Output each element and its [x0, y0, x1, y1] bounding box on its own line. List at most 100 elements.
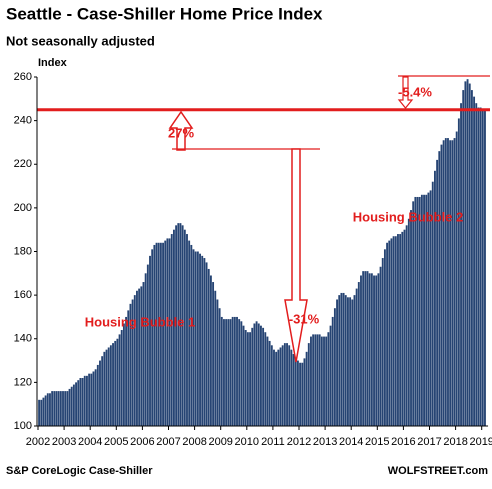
bar: [473, 96, 476, 426]
x-tick-label: 2018: [443, 436, 467, 448]
x-tick-label: 2012: [287, 436, 311, 448]
bar: [412, 201, 415, 426]
bar: [77, 380, 80, 426]
x-tick-label: 2006: [130, 436, 154, 448]
bar: [253, 323, 256, 426]
bar: [451, 140, 454, 426]
bar: [112, 343, 114, 426]
bar: [449, 140, 452, 426]
bar: [194, 251, 197, 426]
arrow-down: [397, 76, 414, 109]
annotation: 27%: [168, 125, 194, 140]
bar: [168, 238, 171, 426]
bar: [440, 144, 443, 426]
bar: [479, 107, 482, 426]
bar: [270, 345, 273, 426]
bar: [477, 107, 480, 426]
bar: [320, 336, 323, 426]
bar: [301, 362, 304, 426]
bar: [288, 345, 291, 426]
bar: [212, 282, 215, 426]
bar: [333, 308, 336, 426]
bar: [127, 310, 130, 426]
bar: [407, 218, 410, 426]
y-tick-label: 260: [14, 71, 32, 83]
bar: [51, 391, 54, 426]
bar: [157, 242, 160, 426]
bar: [414, 196, 417, 426]
bar: [218, 308, 221, 426]
x-tick-label: 2010: [235, 436, 259, 448]
source: S&P CoreLogic Case-Shiller: [6, 465, 153, 477]
x-tick-label: 2011: [261, 436, 285, 448]
bar: [114, 340, 117, 426]
bar: [144, 273, 147, 426]
bar: [99, 360, 101, 426]
bar: [429, 190, 432, 426]
bar: [59, 391, 62, 426]
bar: [292, 354, 295, 426]
bar: [125, 316, 128, 426]
bar: [434, 170, 436, 426]
bar: [170, 234, 173, 426]
bar: [462, 90, 465, 427]
bar: [244, 330, 247, 426]
bar: [338, 295, 341, 426]
bar: [183, 229, 186, 426]
bar: [238, 319, 241, 426]
x-tick-label: 2004: [78, 436, 102, 448]
bar: [362, 271, 365, 426]
bar: [142, 282, 145, 426]
bar: [325, 336, 328, 426]
bar: [386, 242, 389, 426]
bar: [149, 255, 151, 426]
bar: [327, 332, 330, 426]
bar: [42, 397, 45, 426]
x-tick-label: 2016: [391, 436, 415, 448]
bar: [199, 253, 201, 426]
bar: [246, 332, 249, 426]
bar: [340, 292, 343, 426]
bar: [179, 223, 182, 426]
bar: [394, 236, 397, 426]
bar: [207, 268, 210, 426]
bar: [316, 334, 319, 426]
bar: [268, 340, 271, 426]
bar: [255, 321, 258, 426]
bar: [390, 238, 393, 426]
bar: [481, 109, 484, 426]
bar: [68, 388, 71, 426]
bar: [427, 192, 430, 426]
bar: [236, 316, 238, 426]
bar: [116, 338, 119, 426]
bar: [392, 236, 395, 426]
bar: [283, 343, 286, 426]
x-tick-label: 2007: [156, 436, 180, 448]
x-tick-label: 2008: [182, 436, 206, 448]
arrow-up: [168, 110, 194, 151]
bar: [266, 336, 269, 426]
bar: [323, 336, 325, 426]
bars: [38, 79, 486, 427]
bar: [329, 325, 332, 426]
bar: [220, 316, 223, 426]
bar: [201, 255, 204, 426]
y-tick-label: 120: [14, 376, 32, 388]
bar: [296, 360, 299, 426]
bar: [46, 393, 49, 426]
arrow-down: [284, 148, 308, 363]
bar: [403, 229, 406, 426]
bar: [299, 362, 302, 426]
bar: [72, 384, 75, 426]
bar: [397, 234, 399, 426]
bar: [188, 240, 191, 426]
bar: [249, 332, 251, 426]
bar: [136, 290, 138, 426]
bar: [62, 391, 64, 426]
bar: [122, 323, 125, 426]
annotation: -31%: [289, 311, 320, 326]
bar: [196, 251, 199, 426]
x-tick-label: 2009: [208, 436, 232, 448]
bar: [447, 138, 449, 426]
x-tick-label: 2003: [52, 436, 76, 448]
